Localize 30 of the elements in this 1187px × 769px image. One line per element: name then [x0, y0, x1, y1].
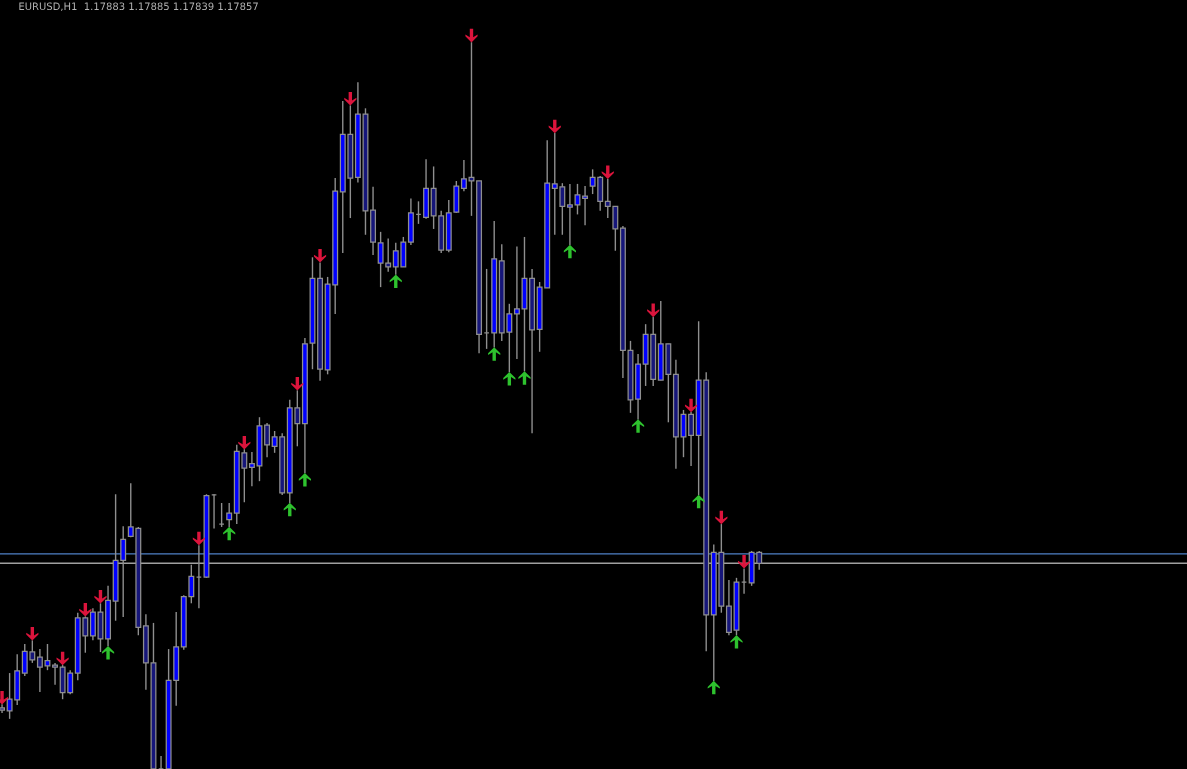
- candlestick: [688, 411, 695, 467]
- point: [238, 435, 251, 450]
- candlestick: [52, 662, 59, 686]
- point: [313, 249, 327, 263]
- point: [730, 635, 743, 649]
- point: [94, 589, 107, 604]
- point: [101, 645, 115, 660]
- candlestick: [582, 185, 589, 227]
- point: [79, 603, 92, 617]
- point: [192, 531, 205, 546]
- point: [631, 419, 645, 433]
- point: [684, 398, 698, 413]
- point: [26, 627, 39, 641]
- point: [647, 303, 660, 318]
- point: [291, 377, 304, 391]
- point: [503, 371, 516, 386]
- point: [518, 371, 531, 385]
- point: [283, 502, 296, 517]
- point: [223, 526, 236, 541]
- point: [389, 274, 402, 289]
- point: [344, 92, 357, 106]
- point: [548, 119, 561, 134]
- candlestick: [226, 502, 233, 528]
- point: [737, 555, 751, 569]
- candlestick: [264, 422, 271, 458]
- point: [298, 472, 311, 487]
- point: [563, 244, 577, 259]
- chart-title: EURUSD,H1 1.17883 1.17885 1.17839 1.17857: [19, 2, 258, 12]
- point: [601, 165, 614, 180]
- point: [488, 347, 501, 361]
